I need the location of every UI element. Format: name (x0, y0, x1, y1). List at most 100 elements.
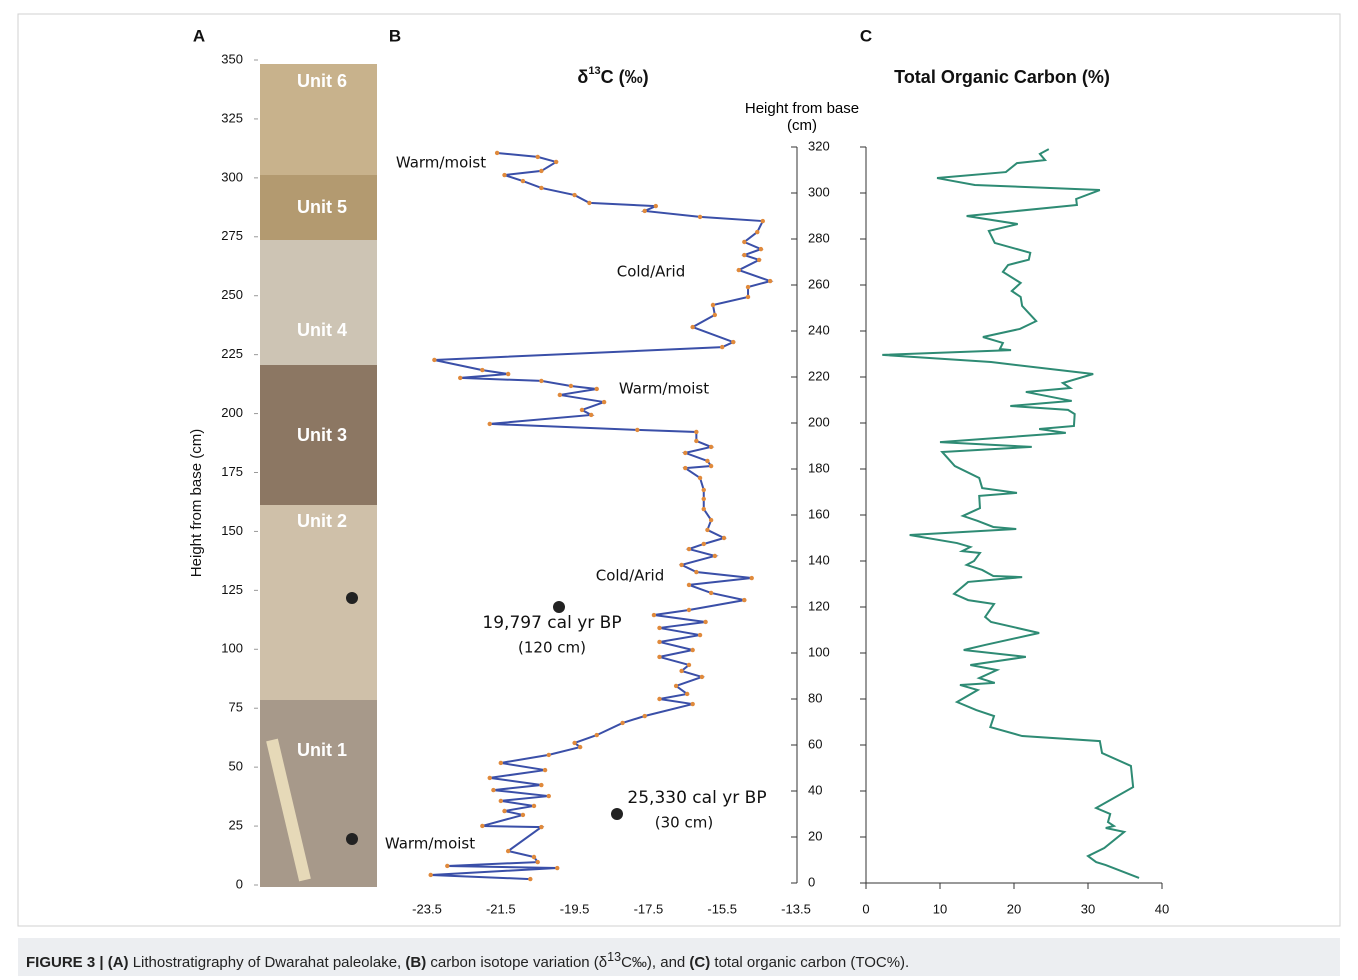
caption-part: C‰), and (621, 954, 689, 971)
data-point (705, 459, 709, 463)
y-tick-label: 0 (236, 876, 243, 891)
photo-dot (346, 833, 358, 845)
unit-label: Unit 6 (297, 71, 347, 91)
y-tick-label: 350 (221, 51, 243, 66)
data-point (746, 295, 750, 299)
unit-label: Unit 1 (297, 740, 347, 760)
y-tick-label: 100 (221, 641, 243, 656)
caption-part: (B) (405, 954, 426, 971)
caption-part: 13 (607, 950, 621, 964)
panel-letter: A (193, 26, 205, 45)
data-point (652, 613, 656, 617)
y-tick-label: 320 (808, 138, 830, 153)
data-point (742, 253, 746, 257)
data-point (635, 428, 639, 432)
y-tick-label: 100 (808, 644, 830, 659)
data-point (572, 193, 576, 197)
y-tick-label: 50 (229, 759, 243, 774)
data-point (502, 809, 506, 813)
y-axis-label: Height from base (cm) (730, 100, 874, 134)
data-point (595, 733, 599, 737)
photo-band (260, 505, 377, 700)
y-tick-label: 300 (221, 169, 243, 184)
data-point (705, 528, 709, 532)
data-point (679, 669, 683, 673)
data-point (502, 173, 506, 177)
data-point (506, 849, 510, 853)
data-point (569, 384, 573, 388)
y-tick-label: 80 (808, 690, 822, 705)
unit-label: Unit 3 (297, 425, 347, 445)
data-point (713, 554, 717, 558)
data-point (709, 518, 713, 522)
data-point (759, 247, 763, 251)
annotation: Warm/moist (396, 154, 486, 172)
data-point (580, 408, 584, 412)
chart-title: δ13C (‰) (577, 65, 648, 87)
title-part: δ (577, 67, 588, 87)
data-point (698, 476, 702, 480)
y-axis-label: Height from base (cm) (188, 429, 205, 577)
panel-letter: B (389, 26, 401, 45)
data-point (685, 692, 689, 696)
data-point (713, 313, 717, 317)
data-point (687, 547, 691, 551)
data-point (750, 576, 754, 580)
data-point (532, 804, 536, 808)
unit-label: Unit 4 (297, 320, 347, 340)
data-point (761, 219, 765, 223)
data-point (506, 372, 510, 376)
data-point (720, 345, 724, 349)
y-tick-label: 220 (808, 368, 830, 383)
data-point (690, 702, 694, 706)
unit-label: Unit 5 (297, 197, 347, 217)
x-tick-label: 10 (933, 901, 947, 916)
y-tick-label: 0 (808, 874, 815, 889)
data-line (431, 153, 770, 879)
y-tick-label: 200 (221, 405, 243, 420)
data-point (539, 379, 543, 383)
data-point (742, 598, 746, 602)
data-point (687, 608, 691, 612)
data-point (702, 507, 706, 511)
data-point (536, 860, 540, 864)
y-tick-label: 140 (808, 552, 830, 567)
data-point (428, 873, 432, 877)
data-point (458, 376, 462, 380)
data-point (539, 825, 543, 829)
y-tick-label: 180 (808, 460, 830, 475)
data-point (683, 466, 687, 470)
caption-part: carbon isotope variation (δ (426, 954, 607, 971)
data-point (491, 788, 495, 792)
y-tick-label: 25 (229, 818, 243, 833)
data-point (554, 160, 558, 164)
figure: A B C δ13C (‰) Total Organic Carbon (%) … (0, 0, 1358, 980)
data-point (643, 714, 647, 718)
data-point (488, 422, 492, 426)
annotation: Cold/Arid (617, 263, 686, 281)
y-tick-label: 325 (221, 110, 243, 125)
chart-title: Total Organic Carbon (%) (894, 67, 1110, 87)
y-tick-label: 240 (808, 322, 830, 337)
x-tick-label: -17.5 (634, 901, 664, 916)
title-sup: 13 (588, 65, 600, 77)
photo-band (260, 240, 377, 365)
data-point (547, 753, 551, 757)
y-tick-label: 280 (808, 230, 830, 245)
data-point (654, 204, 658, 208)
x-tick-label: -21.5 (486, 901, 516, 916)
dated-sample (611, 808, 623, 820)
y-tick-label: 225 (221, 346, 243, 361)
data-point (742, 240, 746, 244)
x-tick-label: -23.5 (412, 901, 442, 916)
data-point (709, 445, 713, 449)
annotation: Cold/Arid (596, 567, 665, 585)
data-point (731, 340, 735, 344)
data-point (578, 745, 582, 749)
x-tick-label: -19.5 (560, 901, 590, 916)
data-point (657, 655, 661, 659)
data-point (499, 799, 503, 803)
y-tick-label: 60 (808, 736, 822, 751)
data-point (703, 620, 707, 624)
data-point (528, 877, 532, 881)
